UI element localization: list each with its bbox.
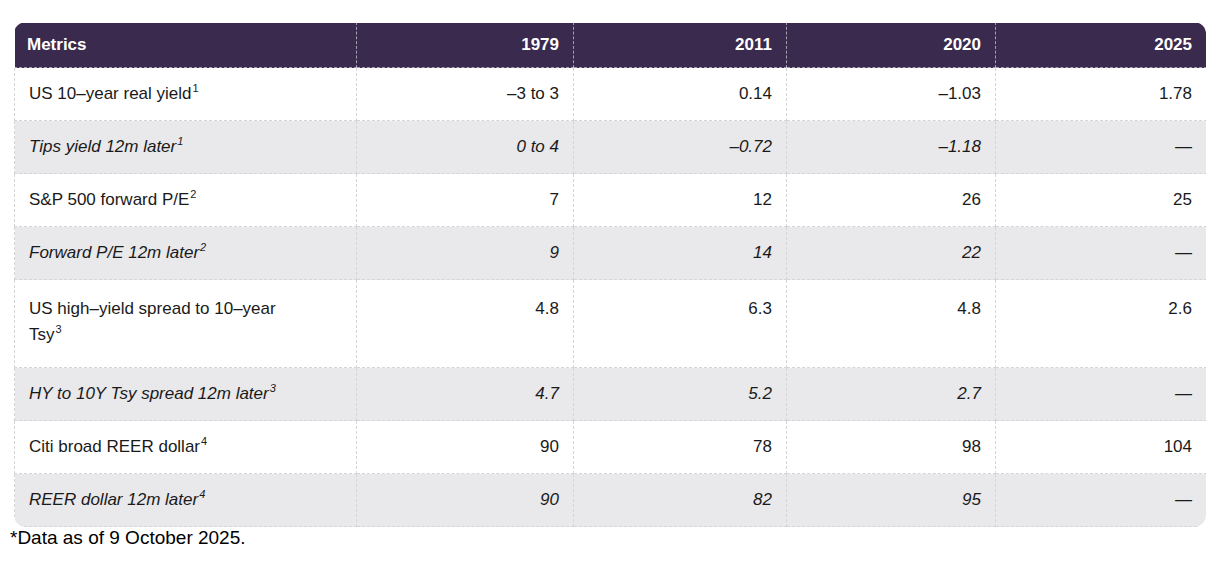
table-row: HY to 10Y Tsy spread 12m later3 4.7 5.2 …: [15, 368, 1207, 421]
value-cell: 0.14: [574, 68, 787, 121]
table-row: Tips yield 12m later1 0 to 4 –0.72 –1.18…: [15, 121, 1207, 174]
metric-label: REER dollar 12m later: [29, 490, 198, 509]
footnote-marker: 4: [201, 435, 207, 447]
footnote-marker: 1: [193, 82, 199, 94]
value-cell: —: [996, 227, 1207, 280]
value-cell: 26: [787, 174, 996, 227]
value-cell: –0.72: [574, 121, 787, 174]
value-cell: —: [996, 474, 1207, 527]
value-cell: 82: [574, 474, 787, 527]
metric-label-cell: HY to 10Y Tsy spread 12m later3: [15, 368, 357, 421]
metric-label-cell: Tips yield 12m later1: [15, 121, 357, 174]
value-cell: 6.3: [574, 280, 787, 368]
table-row: Forward P/E 12m later2 9 14 22 —: [15, 227, 1207, 280]
metric-label-cell: US 10–year real yield1: [15, 68, 357, 121]
value-cell: 14: [574, 227, 787, 280]
header-row: Metrics 1979 2011 2020 2025: [15, 23, 1207, 68]
metric-label: US 10–year real yield: [29, 84, 192, 103]
footnote-marker: 2: [200, 241, 206, 253]
value-cell: 12: [574, 174, 787, 227]
footnote-marker: 3: [270, 382, 276, 394]
footnote-marker: 3: [56, 323, 62, 335]
value-cell: 78: [574, 421, 787, 474]
value-cell: 9: [357, 227, 574, 280]
value-cell: 22: [787, 227, 996, 280]
value-cell: 0 to 4: [357, 121, 574, 174]
footnote-marker: 1: [177, 135, 183, 147]
column-header-2011: 2011: [574, 23, 787, 68]
value-cell: –3 to 3: [357, 68, 574, 121]
value-cell: 2.6: [996, 280, 1207, 368]
metric-label-cell: Citi broad REER dollar4: [15, 421, 357, 474]
table-row: US 10–year real yield1 –3 to 3 0.14 –1.0…: [15, 68, 1207, 121]
value-cell: –1.03: [787, 68, 996, 121]
metric-label-cell: Forward P/E 12m later2: [15, 227, 357, 280]
value-cell: 4.8: [787, 280, 996, 368]
metric-label: Citi broad REER dollar: [29, 437, 200, 456]
table-row: S&P 500 forward P/E2 7 12 26 25: [15, 174, 1207, 227]
metric-label: US high–yield spread to 10–year Tsy: [29, 299, 276, 344]
value-cell: —: [996, 121, 1207, 174]
metric-label: Tips yield 12m later: [29, 137, 176, 156]
metric-label: HY to 10Y Tsy spread 12m later: [29, 384, 269, 403]
metric-label: S&P 500 forward P/E: [29, 190, 189, 209]
column-header-2025: 2025: [996, 23, 1207, 68]
metric-label-cell: S&P 500 forward P/E2: [15, 174, 357, 227]
column-header-metrics: Metrics: [15, 23, 357, 68]
value-cell: 4.7: [357, 368, 574, 421]
metrics-table-container: Metrics 1979 2011 2020 2025 US 10–year r…: [14, 22, 1206, 527]
footnote-marker: 4: [199, 488, 205, 500]
table-row: US high–yield spread to 10–year Tsy3 4.8…: [15, 280, 1207, 368]
value-cell: 2.7: [787, 368, 996, 421]
value-cell: 25: [996, 174, 1207, 227]
value-cell: 1.78: [996, 68, 1207, 121]
value-cell: 90: [357, 474, 574, 527]
metrics-comparison-page: Metrics 1979 2011 2020 2025 US 10–year r…: [0, 0, 1220, 563]
value-cell: 95: [787, 474, 996, 527]
value-cell: —: [996, 368, 1207, 421]
metric-label-cell: US high–yield spread to 10–year Tsy3: [15, 280, 357, 368]
table-row: Citi broad REER dollar4 90 78 98 104: [15, 421, 1207, 474]
value-cell: 98: [787, 421, 996, 474]
column-header-1979: 1979: [357, 23, 574, 68]
value-cell: 104: [996, 421, 1207, 474]
value-cell: 7: [357, 174, 574, 227]
data-as-of-footnote: *Data as of 9 October 2025.: [10, 527, 246, 549]
value-cell: 90: [357, 421, 574, 474]
footnote-marker: 2: [190, 188, 196, 200]
table-row: REER dollar 12m later4 90 82 95 —: [15, 474, 1207, 527]
metrics-table: Metrics 1979 2011 2020 2025 US 10–year r…: [14, 22, 1206, 527]
value-cell: 4.8: [357, 280, 574, 368]
metric-label: Forward P/E 12m later: [29, 243, 199, 262]
value-cell: –1.18: [787, 121, 996, 174]
value-cell: 5.2: [574, 368, 787, 421]
metric-label-cell: REER dollar 12m later4: [15, 474, 357, 527]
column-header-2020: 2020: [787, 23, 996, 68]
